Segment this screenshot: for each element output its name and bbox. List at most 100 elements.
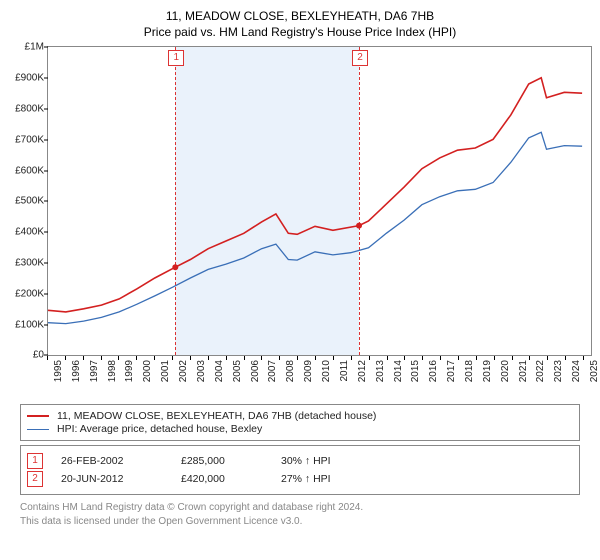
x-tick <box>65 356 66 360</box>
x-axis-label: 2022 <box>533 360 546 382</box>
series-hpi <box>48 133 582 324</box>
x-tick <box>583 356 584 360</box>
legend-label: HPI: Average price, detached house, Bexl… <box>57 423 262 435</box>
x-axis-label: 2016 <box>426 360 439 382</box>
sales-row: 126-FEB-2002£285,00030% ↑ HPI <box>27 453 573 469</box>
sales-row: 2 20-JUN-2012£420,00027% ↑ HPI <box>27 471 573 487</box>
sale-price: £420,000 <box>181 473 281 485</box>
x-axis-label: 2017 <box>444 360 457 382</box>
x-axis-label: 2020 <box>498 360 511 382</box>
x-tick <box>440 356 441 360</box>
x-tick <box>512 356 513 360</box>
x-tick <box>190 356 191 360</box>
x-axis-label: 1995 <box>51 360 64 382</box>
x-tick <box>333 356 334 360</box>
x-axis-label: 1999 <box>122 360 135 382</box>
x-tick <box>369 356 370 360</box>
x-axis-label: 2018 <box>462 360 475 382</box>
x-axis-label: 2005 <box>230 360 243 382</box>
sale-vs-hpi: 27% ↑ HPI <box>281 473 401 485</box>
x-tick <box>476 356 477 360</box>
x-tick <box>261 356 262 360</box>
footer-line2: This data is licensed under the Open Gov… <box>20 515 580 529</box>
x-tick <box>404 356 405 360</box>
sale-dot <box>356 223 362 229</box>
x-tick <box>422 356 423 360</box>
sale-index-badge: 1 <box>27 453 43 469</box>
x-axis-label: 1996 <box>69 360 82 382</box>
sales-table: 126-FEB-2002£285,00030% ↑ HPI220-JUN-201… <box>20 445 580 495</box>
x-tick <box>494 356 495 360</box>
x-tick <box>351 356 352 360</box>
x-tick <box>297 356 298 360</box>
x-tick <box>547 356 548 360</box>
x-tick <box>387 356 388 360</box>
x-axis-label: 1998 <box>105 360 118 382</box>
sale-dot <box>172 265 178 271</box>
x-axis-label: 2009 <box>301 360 314 382</box>
sale-vs-hpi: 30% ↑ HPI <box>281 455 401 467</box>
x-tick <box>172 356 173 360</box>
legend-swatch <box>27 429 49 430</box>
x-axis-label: 2011 <box>337 360 350 382</box>
chart-titles: 11, MEADOW CLOSE, BEXLEYHEATH, DA6 7HB P… <box>12 8 588 40</box>
x-tick <box>315 356 316 360</box>
x-axis-label: 2002 <box>176 360 189 382</box>
chart-svg <box>48 47 591 355</box>
x-axis-label: 2019 <box>480 360 493 382</box>
x-tick <box>458 356 459 360</box>
y-axis-label: £900K <box>15 73 48 84</box>
y-axis-label: £0 <box>33 350 48 361</box>
series-subject <box>48 78 582 312</box>
x-axis-label: 2021 <box>516 360 529 382</box>
x-axis-label: 2015 <box>408 360 421 382</box>
footer-line1: Contains HM Land Registry data © Crown c… <box>20 501 580 515</box>
sale-date: 20-JUN-2012 <box>61 473 181 485</box>
footer-attribution: Contains HM Land Registry data © Crown c… <box>20 501 580 528</box>
x-tick <box>118 356 119 360</box>
x-axis-label: 2010 <box>319 360 332 382</box>
x-axis-label: 1997 <box>87 360 100 382</box>
sale-marker-badge: 2 <box>352 50 368 66</box>
x-tick <box>565 356 566 360</box>
x-tick <box>101 356 102 360</box>
sale-marker-badge: 1 <box>168 50 184 66</box>
y-axis-label: £700K <box>15 134 48 145</box>
x-axis-label: 2013 <box>373 360 386 382</box>
chart-legend: 11, MEADOW CLOSE, BEXLEYHEATH, DA6 7HB (… <box>20 404 580 441</box>
x-axis-ticks: 1995199619971998199920002001200220032004… <box>47 356 592 400</box>
legend-swatch <box>27 415 49 417</box>
legend-item: 11, MEADOW CLOSE, BEXLEYHEATH, DA6 7HB (… <box>27 410 573 422</box>
sale-date: 26-FEB-2002 <box>61 455 181 467</box>
y-axis-label: £200K <box>15 288 48 299</box>
x-tick <box>154 356 155 360</box>
x-axis-label: 2003 <box>194 360 207 382</box>
y-axis-label: £100K <box>15 319 48 330</box>
chart-title-line2: Price paid vs. HM Land Registry's House … <box>12 24 588 40</box>
x-tick <box>244 356 245 360</box>
x-axis-label: 2014 <box>391 360 404 382</box>
price-chart: 12£0£100K£200K£300K£400K£500K£600K£700K£… <box>47 46 592 356</box>
x-tick <box>83 356 84 360</box>
x-axis-label: 2000 <box>140 360 153 382</box>
x-axis-label: 2025 <box>587 360 600 382</box>
x-axis-label: 2024 <box>569 360 582 382</box>
sale-index-badge: 2 <box>27 471 43 487</box>
x-axis-label: 2006 <box>248 360 261 382</box>
y-axis-label: £1M <box>25 42 48 53</box>
y-axis-label: £800K <box>15 103 48 114</box>
x-tick <box>529 356 530 360</box>
x-tick <box>47 356 48 360</box>
y-axis-label: £300K <box>15 257 48 268</box>
y-axis-label: £500K <box>15 196 48 207</box>
y-axis-label: £400K <box>15 227 48 238</box>
x-axis-label: 2007 <box>265 360 278 382</box>
x-tick <box>208 356 209 360</box>
x-axis-label: 2023 <box>551 360 564 382</box>
container: 11, MEADOW CLOSE, BEXLEYHEATH, DA6 7HB P… <box>0 0 600 560</box>
legend-item: HPI: Average price, detached house, Bexl… <box>27 423 573 435</box>
x-axis-label: 2001 <box>158 360 171 382</box>
x-tick <box>226 356 227 360</box>
chart-title-line1: 11, MEADOW CLOSE, BEXLEYHEATH, DA6 7HB <box>12 8 588 24</box>
x-axis-label: 2008 <box>283 360 296 382</box>
